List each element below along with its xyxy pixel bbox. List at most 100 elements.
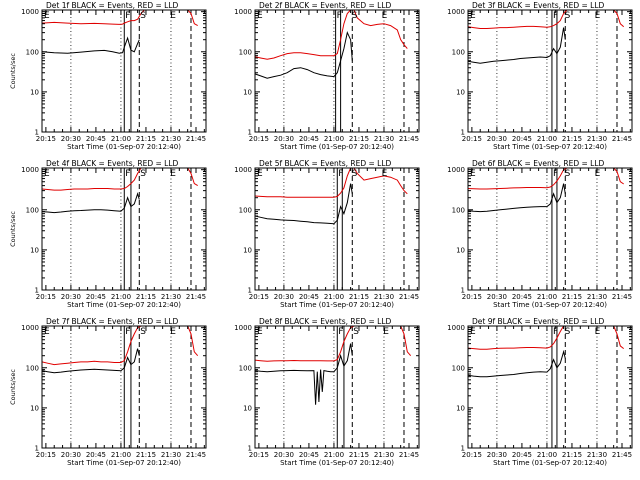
y-tick-label: 100: [452, 364, 465, 372]
lld-series-line: [467, 9, 625, 29]
flag-e: E: [383, 327, 389, 337]
x-tick-label: 21:30: [374, 135, 394, 143]
events-series-line: [254, 31, 353, 79]
x-tick-label: 21:45: [186, 451, 206, 459]
y-tick-label: 10: [243, 404, 252, 412]
y-tick-label: 1: [248, 129, 252, 137]
x-tick-label: 21:00: [324, 293, 344, 301]
x-tick-label: 20:45: [86, 451, 106, 459]
x-tick-label: 21:45: [612, 135, 632, 143]
x-tick-label: 21:30: [374, 451, 394, 459]
y-tick-label: 1000: [21, 166, 39, 174]
x-tick-label: 21:30: [161, 293, 181, 301]
x-tick-label: 20:30: [61, 135, 81, 143]
x-tick-label: 21:15: [136, 451, 156, 459]
lld-series-line: [467, 167, 624, 190]
x-tick-label: 20:30: [487, 293, 507, 301]
y-tick-label: 1: [35, 129, 39, 137]
x-tick-label: 21:45: [399, 293, 419, 301]
x-tick-label: 20:45: [512, 293, 532, 301]
events-series-line: [467, 183, 566, 213]
flag-s: S: [140, 11, 146, 21]
x-tick-label: 20:30: [61, 451, 81, 459]
panel-title: Det 9f BLACK = Events, RED = LLD: [472, 317, 605, 326]
y-tick-label: 1000: [447, 166, 465, 174]
panel-det-9f: 1 10 100 1000 20:15 20:30 20:45 21:00 21:15 21:30…: [447, 317, 633, 467]
flag-f: F: [553, 169, 558, 179]
x-tick-label: 21:00: [111, 135, 131, 143]
x-tick-label: 20:45: [299, 135, 319, 143]
y-tick-label: 10: [30, 246, 39, 254]
panel-title: Det 8f BLACK = Events, RED = LLD: [259, 317, 392, 326]
flag-e: E: [595, 327, 601, 337]
plot-frame: [467, 325, 633, 449]
x-tick-label: 20:45: [86, 135, 106, 143]
x-tick-label: 21:00: [324, 135, 344, 143]
x-tick-label: 20:15: [36, 135, 56, 143]
x-tick-label: 20:30: [274, 293, 294, 301]
flag-start-e: E: [470, 169, 476, 179]
x-tick-label: 20:15: [249, 451, 269, 459]
flag-f: F: [125, 11, 130, 21]
x-tick-label: 20:30: [274, 451, 294, 459]
x-tick-label: 21:00: [537, 135, 557, 143]
y-tick-label: 1: [461, 445, 465, 453]
flag-start-e: E: [44, 327, 50, 337]
panel-title: Det 6f BLACK = Events, RED = LLD: [472, 159, 605, 168]
y-tick-label: 1: [35, 287, 39, 295]
flag-start-e: E: [257, 169, 263, 179]
x-axis-label: Start Time (01-Sep-07 20:12:40): [493, 301, 607, 309]
flag-s: S: [140, 327, 146, 337]
y-tick-label: 1000: [234, 324, 252, 332]
flag-e: E: [595, 11, 601, 21]
flag-s: S: [352, 169, 358, 179]
x-tick-label: 20:15: [36, 451, 56, 459]
flag-f: F: [553, 11, 558, 21]
flag-s: S: [353, 327, 359, 337]
panel-title: Det 2f BLACK = Events, RED = LLD: [259, 1, 392, 10]
events-series-line: [254, 183, 353, 225]
plot-frame: [41, 9, 207, 133]
y-tick-label: 10: [456, 88, 465, 96]
y-tick-label: 100: [239, 48, 252, 56]
x-tick-label: 21:30: [587, 451, 607, 459]
x-tick-label: 21:30: [161, 135, 181, 143]
x-tick-label: 20:45: [299, 451, 319, 459]
y-tick-label: 1000: [234, 8, 252, 16]
x-tick-label: 21:45: [612, 451, 632, 459]
x-tick-label: 21:45: [399, 451, 419, 459]
panel-det-1f: 1 10 100 1000 20:15 20:30 20:45 21:00 21:15 21:30…: [9, 1, 207, 151]
x-tick-label: 20:30: [274, 135, 294, 143]
x-tick-label: 20:45: [512, 135, 532, 143]
x-tick-label: 21:30: [587, 135, 607, 143]
x-tick-label: 20:45: [86, 293, 106, 301]
flag-e: E: [382, 169, 388, 179]
x-tick-label: 21:45: [612, 293, 632, 301]
x-tick-label: 21:15: [349, 135, 369, 143]
y-tick-label: 1000: [234, 166, 252, 174]
flag-e: E: [382, 11, 388, 21]
x-tick-label: 20:15: [462, 451, 482, 459]
flag-f: F: [337, 11, 342, 21]
flag-s: S: [565, 169, 571, 179]
x-tick-label: 21:00: [537, 451, 557, 459]
y-tick-label: 1: [248, 287, 252, 295]
y-tick-label: 100: [239, 364, 252, 372]
x-tick-label: 21:15: [562, 451, 582, 459]
y-tick-label: 100: [26, 364, 39, 372]
flag-f: F: [553, 327, 558, 337]
y-tick-label: 1000: [447, 324, 465, 332]
plot-frame: [467, 167, 633, 291]
flag-s: S: [352, 11, 358, 21]
lld-series-line: [467, 325, 625, 350]
plot-frame: [254, 9, 420, 133]
lld-series-line: [254, 167, 408, 198]
y-tick-label: 1000: [21, 8, 39, 16]
flag-start-e: E: [44, 11, 50, 21]
y-tick-label: 100: [26, 206, 39, 214]
x-tick-label: 20:15: [462, 293, 482, 301]
x-tick-label: 20:45: [512, 451, 532, 459]
y-tick-label: 1: [35, 445, 39, 453]
y-tick-label: 10: [456, 404, 465, 412]
events-series-line: [467, 349, 566, 378]
